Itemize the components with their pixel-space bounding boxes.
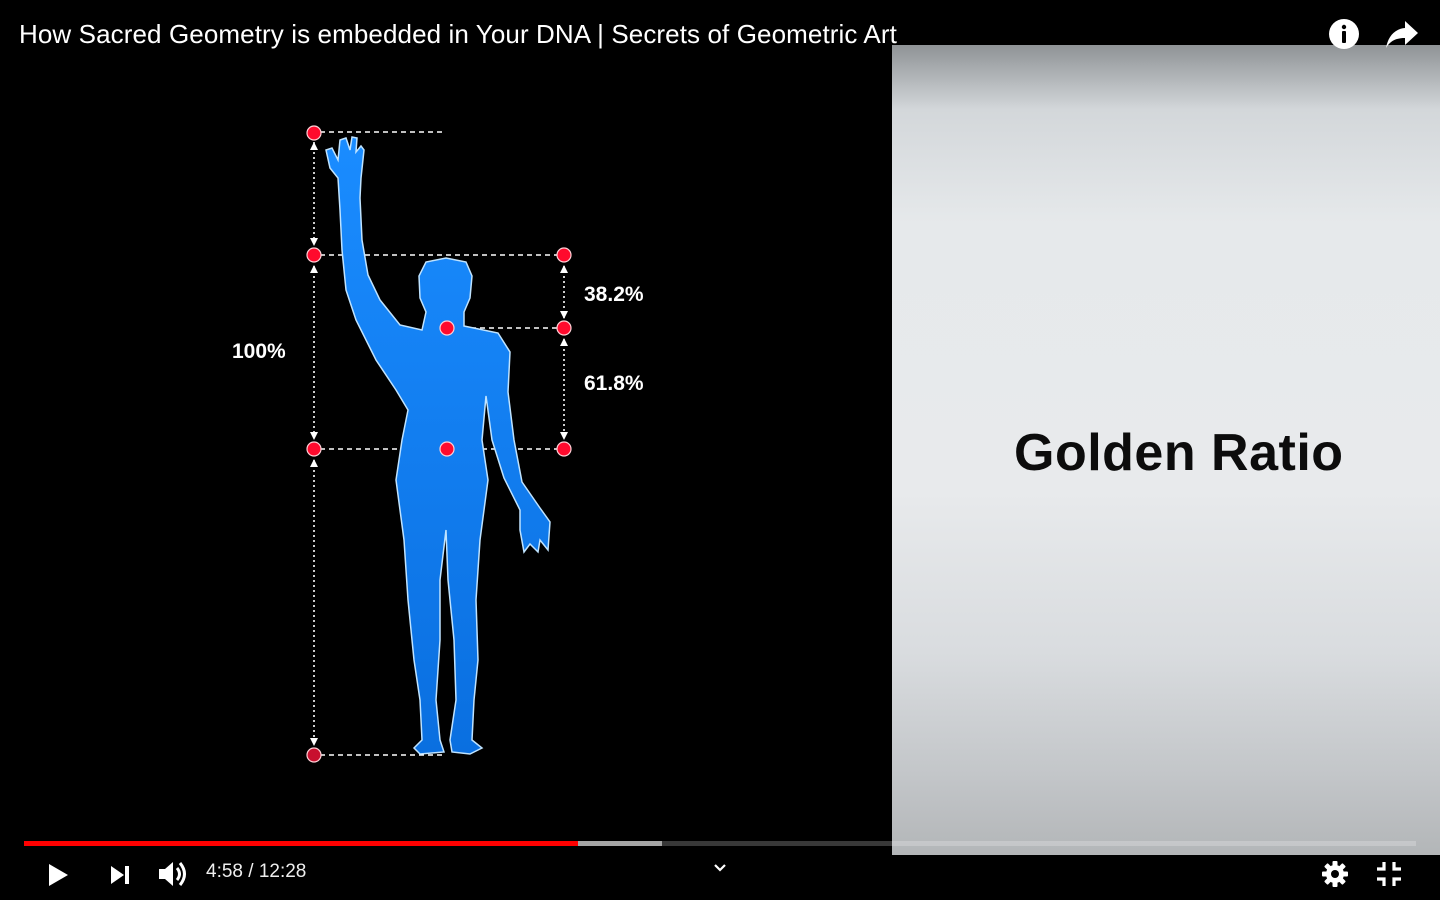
gear-icon[interactable] (1316, 855, 1354, 893)
human-silhouette (325, 136, 551, 755)
body-proportion-figure (306, 125, 572, 763)
time-display: 4:58 / 12:28 (206, 861, 306, 883)
time-separator: / (242, 861, 259, 882)
progress-played (24, 841, 579, 846)
golden-ratio-panel: Golden Ratio (892, 45, 1440, 855)
progress-bar[interactable] (24, 841, 1416, 846)
duration: 12:28 (258, 861, 307, 882)
top-controls (1326, 16, 1420, 52)
golden-ratio-heading: Golden Ratio (1014, 424, 1344, 482)
label-38-2-percent: 38.2% (584, 283, 644, 306)
video-title[interactable]: How Sacred Geometry is embedded in Your … (19, 19, 897, 49)
next-icon[interactable] (102, 857, 138, 893)
measure-lines (313, 142, 565, 745)
exit-fullscreen-icon[interactable] (1370, 855, 1408, 893)
play-icon[interactable] (40, 857, 76, 893)
current-time: 4:58 (206, 861, 243, 882)
marker-points (306, 125, 572, 763)
info-icon[interactable] (1326, 16, 1362, 52)
label-61-8-percent: 61.8% (584, 372, 644, 395)
arrow-heads (310, 142, 568, 746)
label-100-percent: 100% (232, 340, 286, 363)
golden-ratio-diagram: 100% 38.2% 61.8% (0, 45, 892, 855)
chevron-down-icon[interactable] (708, 856, 732, 880)
player-controls: 4:58 / 12:28 (0, 848, 1440, 900)
volume-icon[interactable] (154, 855, 192, 893)
share-icon[interactable] (1384, 16, 1420, 52)
